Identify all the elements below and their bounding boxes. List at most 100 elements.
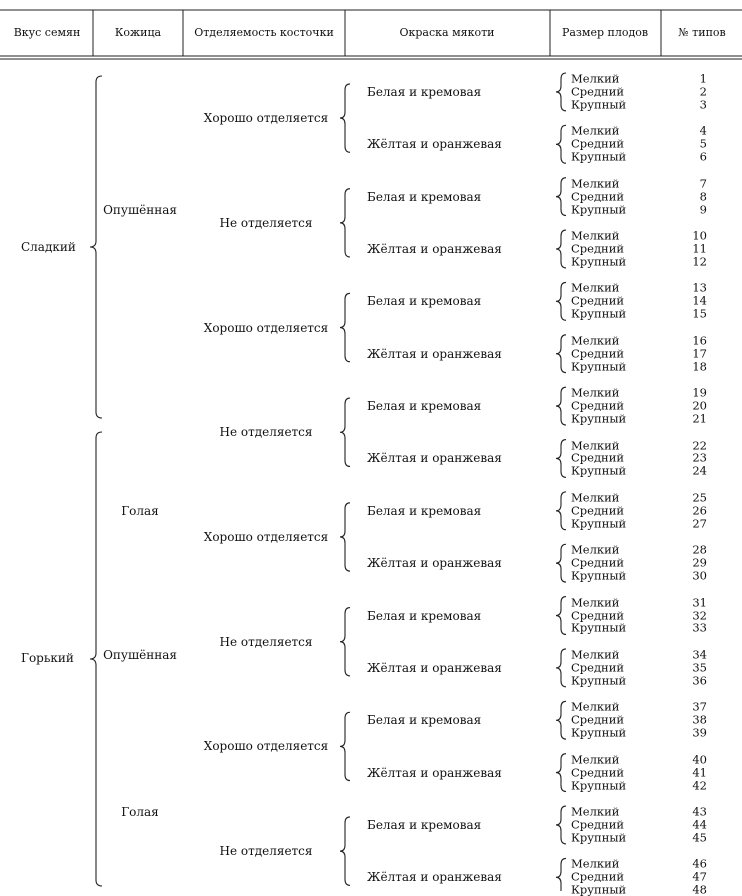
skin-smooth: Голая (121, 503, 159, 518)
type-number: 34 (692, 647, 707, 662)
size-label: Крупный (571, 306, 627, 321)
size-label: Мелкий (571, 333, 620, 348)
flesh-color-yellow-orange: Жёлтая и оранжевая (367, 870, 502, 885)
size-label: Крупный (571, 254, 627, 269)
type-number: 17 (692, 345, 707, 360)
type-number: 12 (692, 254, 707, 269)
size-label: Мелкий (571, 594, 620, 609)
flesh-color-white-cream: Белая и кремовая (367, 503, 482, 518)
size-brace (555, 72, 567, 112)
size-label: Крупный (571, 777, 627, 792)
flesh-color-white-cream: Белая и кремовая (367, 84, 482, 99)
type-number: 3 (699, 97, 707, 112)
size-label: Крупный (571, 411, 627, 426)
skin-brace-bitter (89, 431, 103, 887)
size-brace (555, 386, 567, 426)
size-brace (555, 543, 567, 583)
column-header-fruit-size: Размер плодов (561, 26, 649, 39)
size-label: Средний (571, 607, 625, 622)
size-label: Мелкий (571, 123, 620, 138)
column-header-separability: Отделяемость косточки (194, 26, 334, 39)
size-label: Мелкий (571, 385, 620, 400)
type-number: 24 (692, 463, 707, 478)
size-label: Крупный (571, 882, 627, 896)
size-label: Крупный (571, 568, 627, 583)
size-label: Средний (571, 188, 625, 203)
flesh-color-yellow-orange: Жёлтая и оранжевая (367, 137, 502, 152)
type-number: 38 (692, 712, 707, 727)
size-label: Мелкий (571, 437, 620, 452)
size-brace (555, 281, 567, 321)
type-number: 28 (692, 542, 707, 557)
type-number: 1 (699, 71, 707, 86)
brace-group (89, 72, 567, 896)
flesh-brace (339, 188, 351, 258)
column-header-type-number: № типов (678, 26, 726, 39)
size-brace (555, 491, 567, 531)
type-number: 35 (692, 660, 707, 675)
size-label: Крупный (571, 201, 627, 216)
size-label: Средний (571, 84, 625, 99)
type-number: 18 (692, 358, 707, 373)
type-number: 27 (692, 515, 707, 530)
type-number: 30 (692, 568, 707, 583)
type-number: 26 (692, 503, 707, 518)
size-label: Средний (571, 869, 625, 884)
type-number: 6 (699, 149, 707, 164)
size-label: Средний (571, 345, 625, 360)
taste-sweet: Сладкий (21, 240, 76, 254)
skin-brace-sweet (89, 75, 103, 419)
flesh-color-white-cream: Белая и кремовая (367, 189, 482, 204)
size-label: Средний (571, 450, 625, 465)
size-brace (555, 177, 567, 217)
size-label: Мелкий (571, 175, 620, 190)
size-label: Крупный (571, 830, 627, 845)
size-brace (555, 700, 567, 740)
type-number: 25 (692, 490, 707, 505)
type-number: 33 (692, 620, 707, 635)
skin-downy: Опушённая (103, 202, 177, 217)
type-number: 21 (692, 411, 707, 426)
type-number: 11 (692, 241, 707, 256)
separability-none: Не отделяется (219, 634, 313, 649)
flesh-brace (339, 606, 351, 677)
type-number: 5 (699, 136, 707, 151)
flesh-brace (339, 83, 351, 153)
type-number: 23 (692, 450, 707, 465)
taste-bitter: Горький (21, 651, 74, 665)
separability-good: Хорошо отделяется (203, 320, 329, 335)
type-number: 43 (692, 804, 707, 819)
flesh-color-yellow-orange: Жёлтая и оранжевая (367, 451, 502, 466)
size-brace (555, 648, 567, 688)
size-brace (555, 124, 567, 164)
size-label: Средний (571, 503, 625, 518)
type-number: 46 (692, 856, 707, 871)
flesh-color-yellow-orange: Жёлтая и оранжевая (367, 346, 502, 361)
size-label: Крупный (571, 620, 627, 635)
flesh-color-white-cream: Белая и кремовая (367, 608, 482, 623)
type-number: 14 (692, 293, 707, 308)
separability-good: Хорошо отделяется (203, 529, 329, 544)
size-label: Мелкий (571, 490, 620, 505)
type-number: 29 (692, 555, 707, 570)
type-number: 47 (692, 869, 707, 884)
type-number: 16 (692, 333, 707, 348)
size-brace (555, 334, 567, 374)
size-label: Средний (571, 817, 625, 832)
size-label: Средний (571, 293, 625, 308)
size-label: Средний (571, 555, 625, 570)
size-label: Крупный (571, 725, 627, 740)
separability-none: Не отделяется (219, 425, 313, 440)
type-number: 20 (692, 398, 707, 413)
type-number: 45 (692, 830, 707, 845)
type-number: 31 (692, 594, 707, 609)
type-number: 7 (699, 175, 707, 190)
type-number: 32 (692, 607, 707, 622)
type-number: 4 (699, 123, 707, 138)
size-label: Мелкий (571, 751, 620, 766)
type-number: 9 (699, 201, 707, 216)
size-label: Крупный (571, 463, 627, 478)
